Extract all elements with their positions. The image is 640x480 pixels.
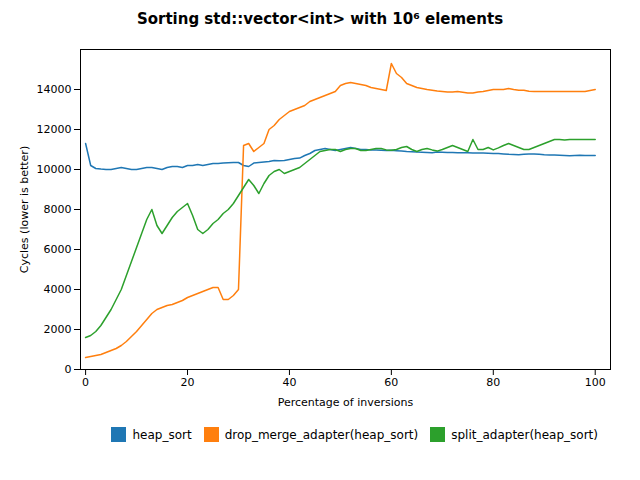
svg-text:60: 60 bbox=[384, 376, 398, 389]
html-text:split_adapter(heap_sort): split_adapter(heap_sort) bbox=[451, 427, 598, 442]
svg-text:0: 0 bbox=[65, 363, 72, 376]
svg-text:10000: 10000 bbox=[37, 163, 72, 176]
svg-text:40: 40 bbox=[282, 376, 296, 389]
svg-text:Cycles (lower is better): Cycles (lower is better) bbox=[18, 146, 31, 273]
svg-text:0: 0 bbox=[82, 376, 89, 389]
html-text:heap_sort: heap_sort bbox=[132, 427, 192, 442]
svg-text:100: 100 bbox=[585, 376, 606, 389]
svg-text:12000: 12000 bbox=[37, 123, 72, 136]
svg-text:Percentage of inversions: Percentage of inversions bbox=[278, 396, 414, 409]
svg-text:80: 80 bbox=[486, 376, 500, 389]
svg-text:2000: 2000 bbox=[44, 323, 72, 336]
html-text:drop_merge_adapter(heap_sort): drop_merge_adapter(heap_sort) bbox=[224, 427, 419, 442]
svg-text:8000: 8000 bbox=[44, 203, 72, 216]
svg-text:20: 20 bbox=[181, 376, 195, 389]
svg-text:4000: 4000 bbox=[44, 283, 72, 296]
html-text:Sorting std::vector<int> with: Sorting std::vector<int> with 10⁶ elemen… bbox=[136, 10, 504, 28]
svg-text:14000: 14000 bbox=[37, 83, 72, 96]
svg-text:6000: 6000 bbox=[44, 243, 72, 256]
